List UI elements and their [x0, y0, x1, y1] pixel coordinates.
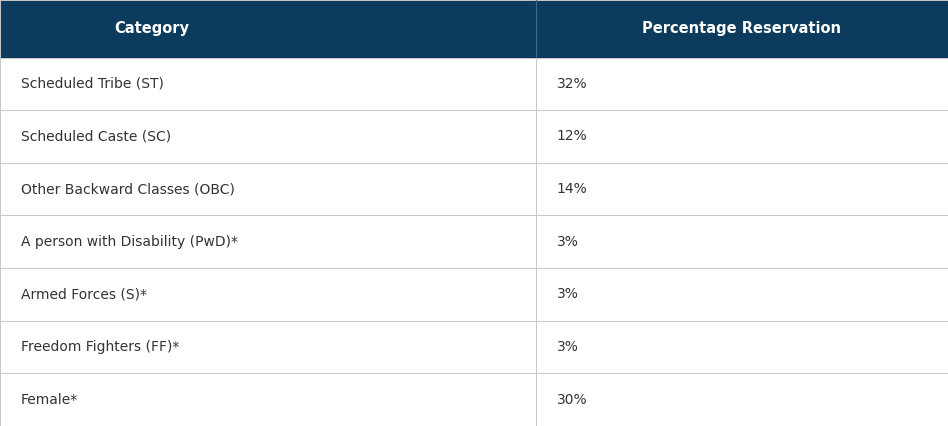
Bar [0, 163, 948, 216]
Text: Scheduled Tribe (ST): Scheduled Tribe (ST) [21, 77, 164, 91]
Text: 12%: 12% [556, 130, 587, 144]
Bar [0, 0, 948, 58]
Text: 3%: 3% [556, 288, 578, 302]
Text: 14%: 14% [556, 182, 587, 196]
Bar [0, 373, 948, 426]
Bar [0, 321, 948, 373]
Text: Category: Category [114, 21, 189, 36]
Text: 32%: 32% [556, 77, 587, 91]
Bar [0, 216, 948, 268]
Bar [0, 110, 948, 163]
Bar [0, 268, 948, 321]
Bar [0, 58, 948, 110]
Text: Percentage Reservation: Percentage Reservation [643, 21, 841, 36]
Text: 30%: 30% [556, 393, 587, 407]
Text: Other Backward Classes (OBC): Other Backward Classes (OBC) [21, 182, 235, 196]
Text: Armed Forces (S)*: Armed Forces (S)* [21, 288, 147, 302]
Text: Scheduled Caste (SC): Scheduled Caste (SC) [21, 130, 171, 144]
Text: 3%: 3% [556, 340, 578, 354]
Text: Female*: Female* [21, 393, 78, 407]
Text: A person with Disability (PwD)*: A person with Disability (PwD)* [21, 235, 238, 249]
Text: 3%: 3% [556, 235, 578, 249]
Text: Freedom Fighters (FF)*: Freedom Fighters (FF)* [21, 340, 179, 354]
